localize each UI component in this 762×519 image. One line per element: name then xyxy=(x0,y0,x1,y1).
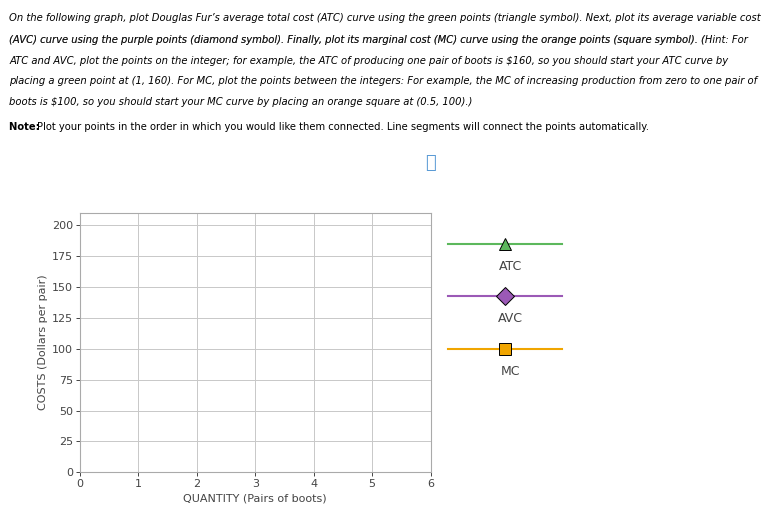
Text: AVC: AVC xyxy=(498,311,523,325)
Text: Plot your points in the order in which you would like them connected. Line segme: Plot your points in the order in which y… xyxy=(37,122,649,132)
Text: (AVC) curve using the purple points (diamond symbol). Finally, plot its marginal: (AVC) curve using the purple points (dia… xyxy=(9,35,748,45)
Text: placing a green point at (1, 160). For MC, plot the points between the integers:: placing a green point at (1, 160). For M… xyxy=(9,76,757,86)
Text: (AVC) curve using the purple points (diamond symbol). Finally, plot its marginal: (AVC) curve using the purple points (dia… xyxy=(9,35,705,45)
Text: MC: MC xyxy=(501,365,520,378)
Text: (AVC) curve using the purple points (diamond symbol). Finally, plot its marginal: (AVC) curve using the purple points (dia… xyxy=(9,35,725,45)
Text: Note:: Note: xyxy=(9,122,43,132)
Text: On the following graph, plot Douglas Fur’s average total cost (ATC) curve using : On the following graph, plot Douglas Fur… xyxy=(9,13,760,23)
Text: ⓘ: ⓘ xyxy=(425,155,436,172)
Text: ATC: ATC xyxy=(499,260,522,273)
Text: boots is $100, so you should start your MC curve by placing an orange square at : boots is $100, so you should start your … xyxy=(9,97,472,107)
X-axis label: QUANTITY (Pairs of boots): QUANTITY (Pairs of boots) xyxy=(184,494,327,503)
Text: ATC and AVC, plot the points on the integer; for example, the ATC of producing o: ATC and AVC, plot the points on the inte… xyxy=(9,56,728,65)
Y-axis label: COSTS (Dollars per pair): COSTS (Dollars per pair) xyxy=(38,275,48,411)
